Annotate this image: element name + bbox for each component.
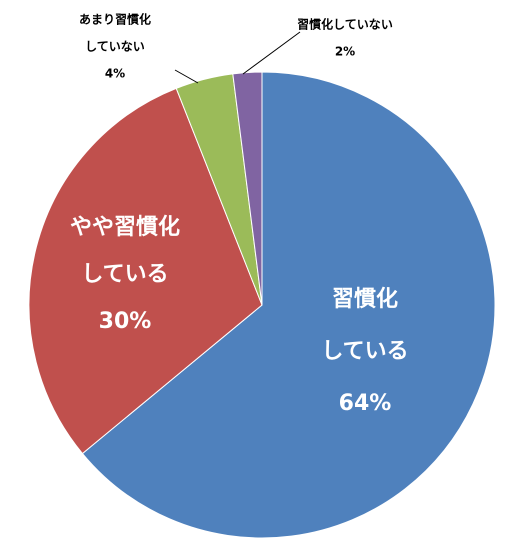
slice-label: やや習慣化 (70, 214, 180, 240)
slice-label: あまり習慣化 (79, 12, 151, 27)
leader-line (174, 69, 199, 84)
slice-label: 習慣化していない (297, 17, 393, 32)
pie-slice (81, 71, 496, 539)
slice-label: 習慣化 (332, 286, 398, 312)
value-label: 64% (339, 391, 392, 416)
value-label: 2% (335, 45, 355, 59)
slice-label: している (321, 339, 408, 364)
pie-slice (232, 71, 263, 306)
pie-slice (28, 87, 263, 455)
leader-line (242, 31, 301, 75)
value-label: 30% (99, 309, 152, 334)
value-label: 4% (105, 67, 125, 81)
slice-label: していない (85, 40, 145, 54)
slice-label: している (81, 262, 168, 287)
